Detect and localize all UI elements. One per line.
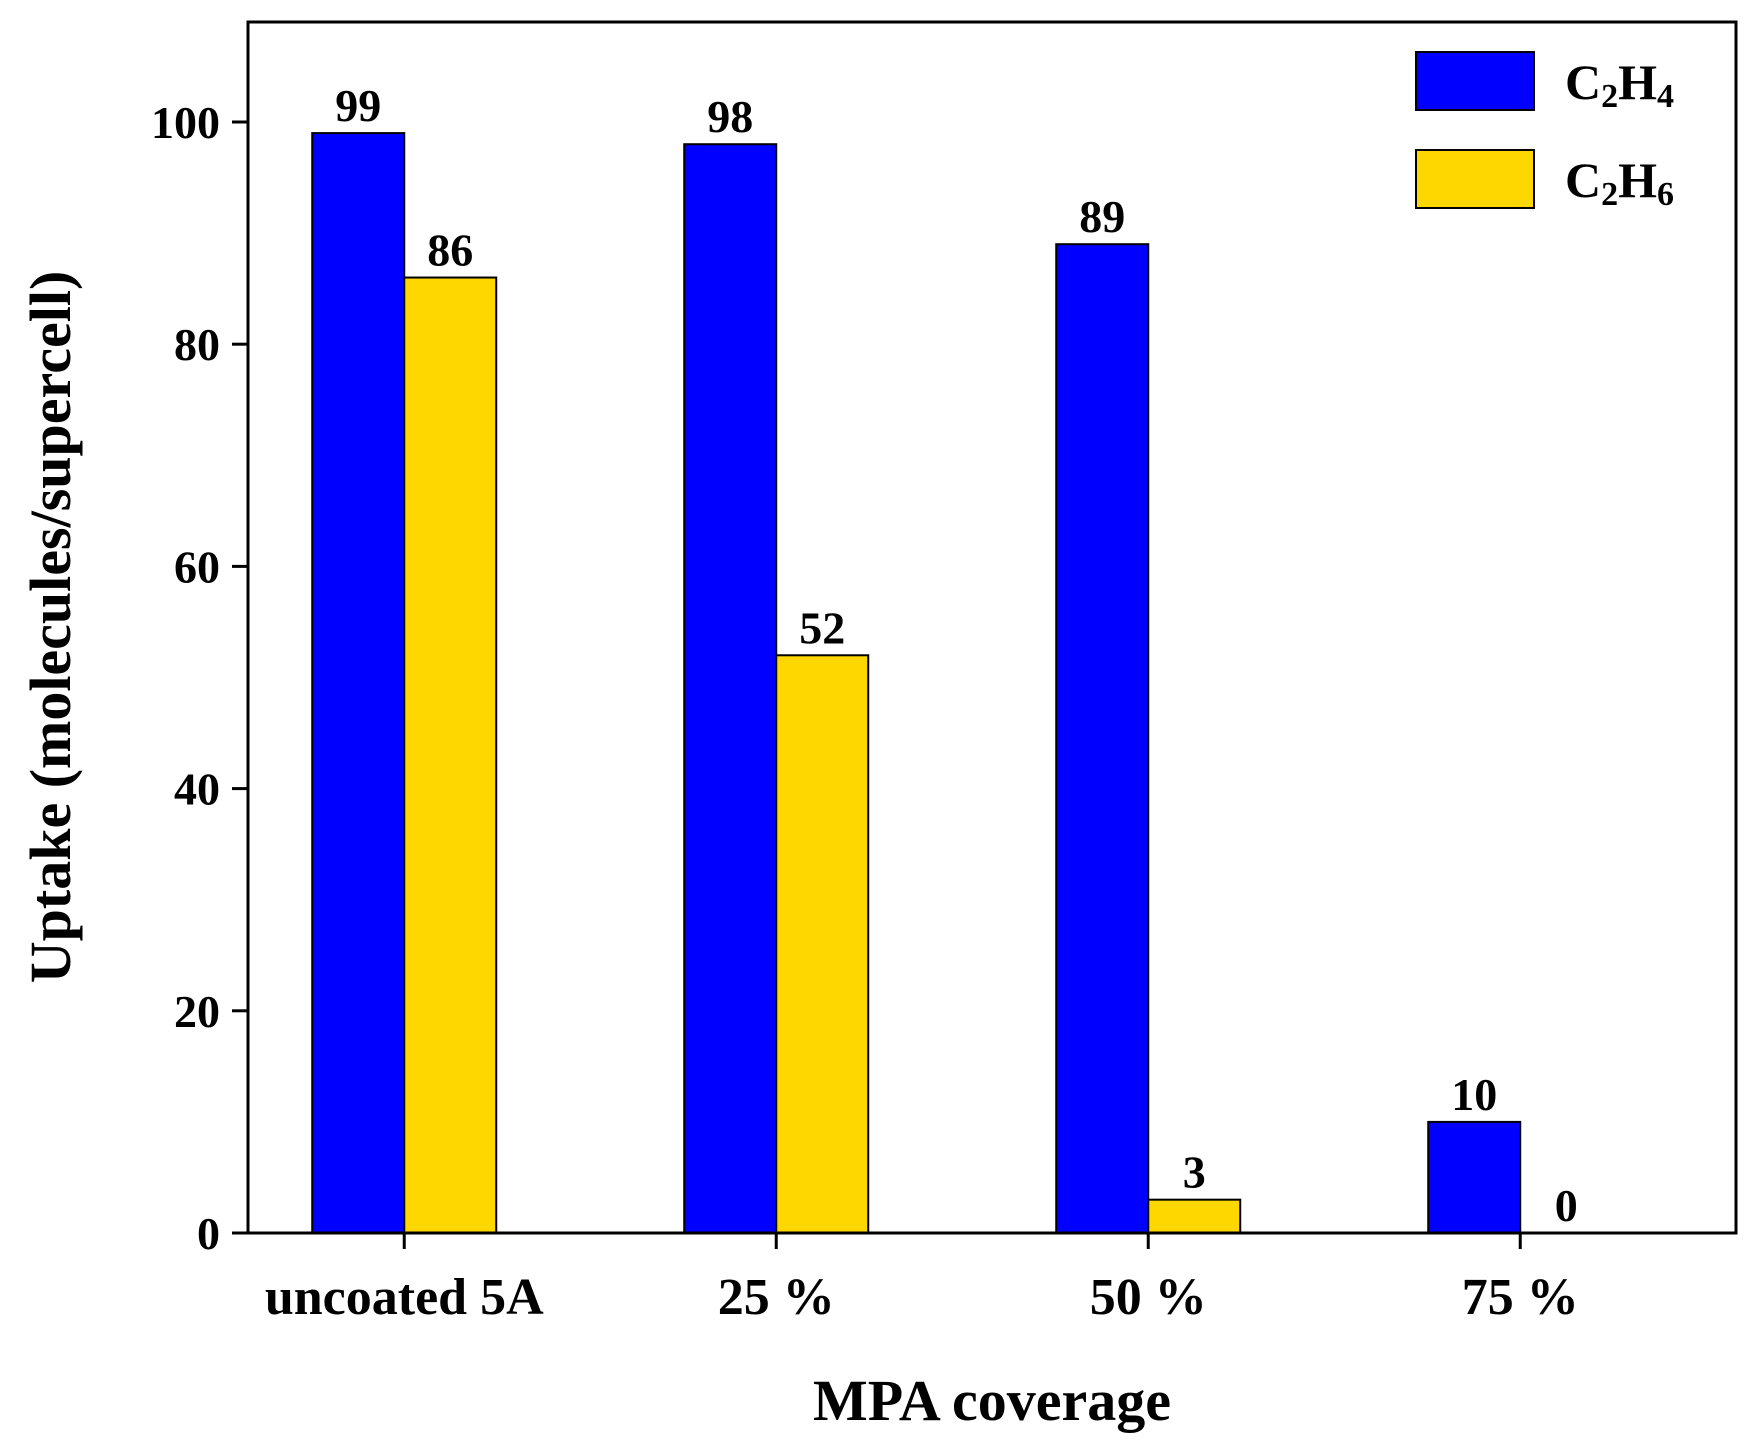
y-axis-label: Uptake (molecules/supercell) (18, 271, 83, 984)
y-tick-label-0: 0 (197, 1208, 220, 1259)
bar-c2h4-1 (683, 143, 778, 1234)
x-axis: uncoated 5A 25 % 50 % 75 % (265, 1233, 1579, 1326)
data-label-c2h6-0: 86 (427, 225, 473, 276)
data-labels-layer: 99 86 98 52 89 3 10 0 (335, 80, 1578, 1231)
legend-swatch-c2h4 (1415, 51, 1535, 111)
bar-c2h6-0 (403, 276, 498, 1234)
x-tick-label-3: 75 % (1462, 1269, 1579, 1326)
data-label-c2h6-1: 52 (799, 602, 845, 653)
bars-layer (311, 132, 1522, 1234)
plot-frame (246, 20, 1738, 1235)
legend-label-part: H (1618, 54, 1657, 110)
y-tick-label-60: 60 (174, 541, 220, 592)
bar-c2h6-1 (775, 654, 870, 1234)
data-label-c2h4-0: 99 (335, 80, 381, 131)
bar-c2h6-2 (1147, 1198, 1242, 1234)
legend-label-part: 6 (1657, 176, 1674, 213)
legend-swatch-c2h6 (1415, 149, 1535, 209)
data-label-c2h4-2: 89 (1079, 191, 1125, 242)
data-label-c2h4-3: 10 (1451, 1069, 1497, 1120)
legend-label-part: H (1618, 152, 1657, 208)
y-tick-label-40: 40 (174, 764, 220, 815)
legend-label-c2h4: C2H4 (1565, 54, 1674, 115)
bar-c2h4-3 (1427, 1120, 1522, 1234)
legend-label-part: C (1565, 152, 1601, 208)
y-axis: 0 20 40 60 80 100 (151, 97, 248, 1259)
x-axis-label: MPA coverage (813, 1368, 1171, 1433)
x-tick-label-0: uncoated 5A (265, 1269, 544, 1326)
bar-c2h4-0 (311, 132, 406, 1234)
bar-c2h4-2 (1055, 243, 1150, 1234)
legend-label-part: 2 (1601, 78, 1618, 115)
legend-label-part: 4 (1657, 78, 1674, 115)
legend-label-c2h6: C2H6 (1565, 152, 1674, 213)
x-tick-label-2: 50 % (1090, 1269, 1207, 1326)
y-tick-label-100: 100 (151, 97, 220, 148)
data-label-c2h6-2: 3 (1183, 1147, 1206, 1198)
x-tick-label-1: 25 % (718, 1269, 835, 1326)
data-label-c2h6-3: 0 (1555, 1180, 1578, 1231)
data-label-c2h4-1: 98 (707, 91, 753, 142)
legend-label-part: C (1565, 54, 1601, 110)
y-tick-label-80: 80 (174, 319, 220, 370)
y-tick-label-20: 20 (174, 986, 220, 1037)
legend-label-part: 2 (1601, 176, 1618, 213)
